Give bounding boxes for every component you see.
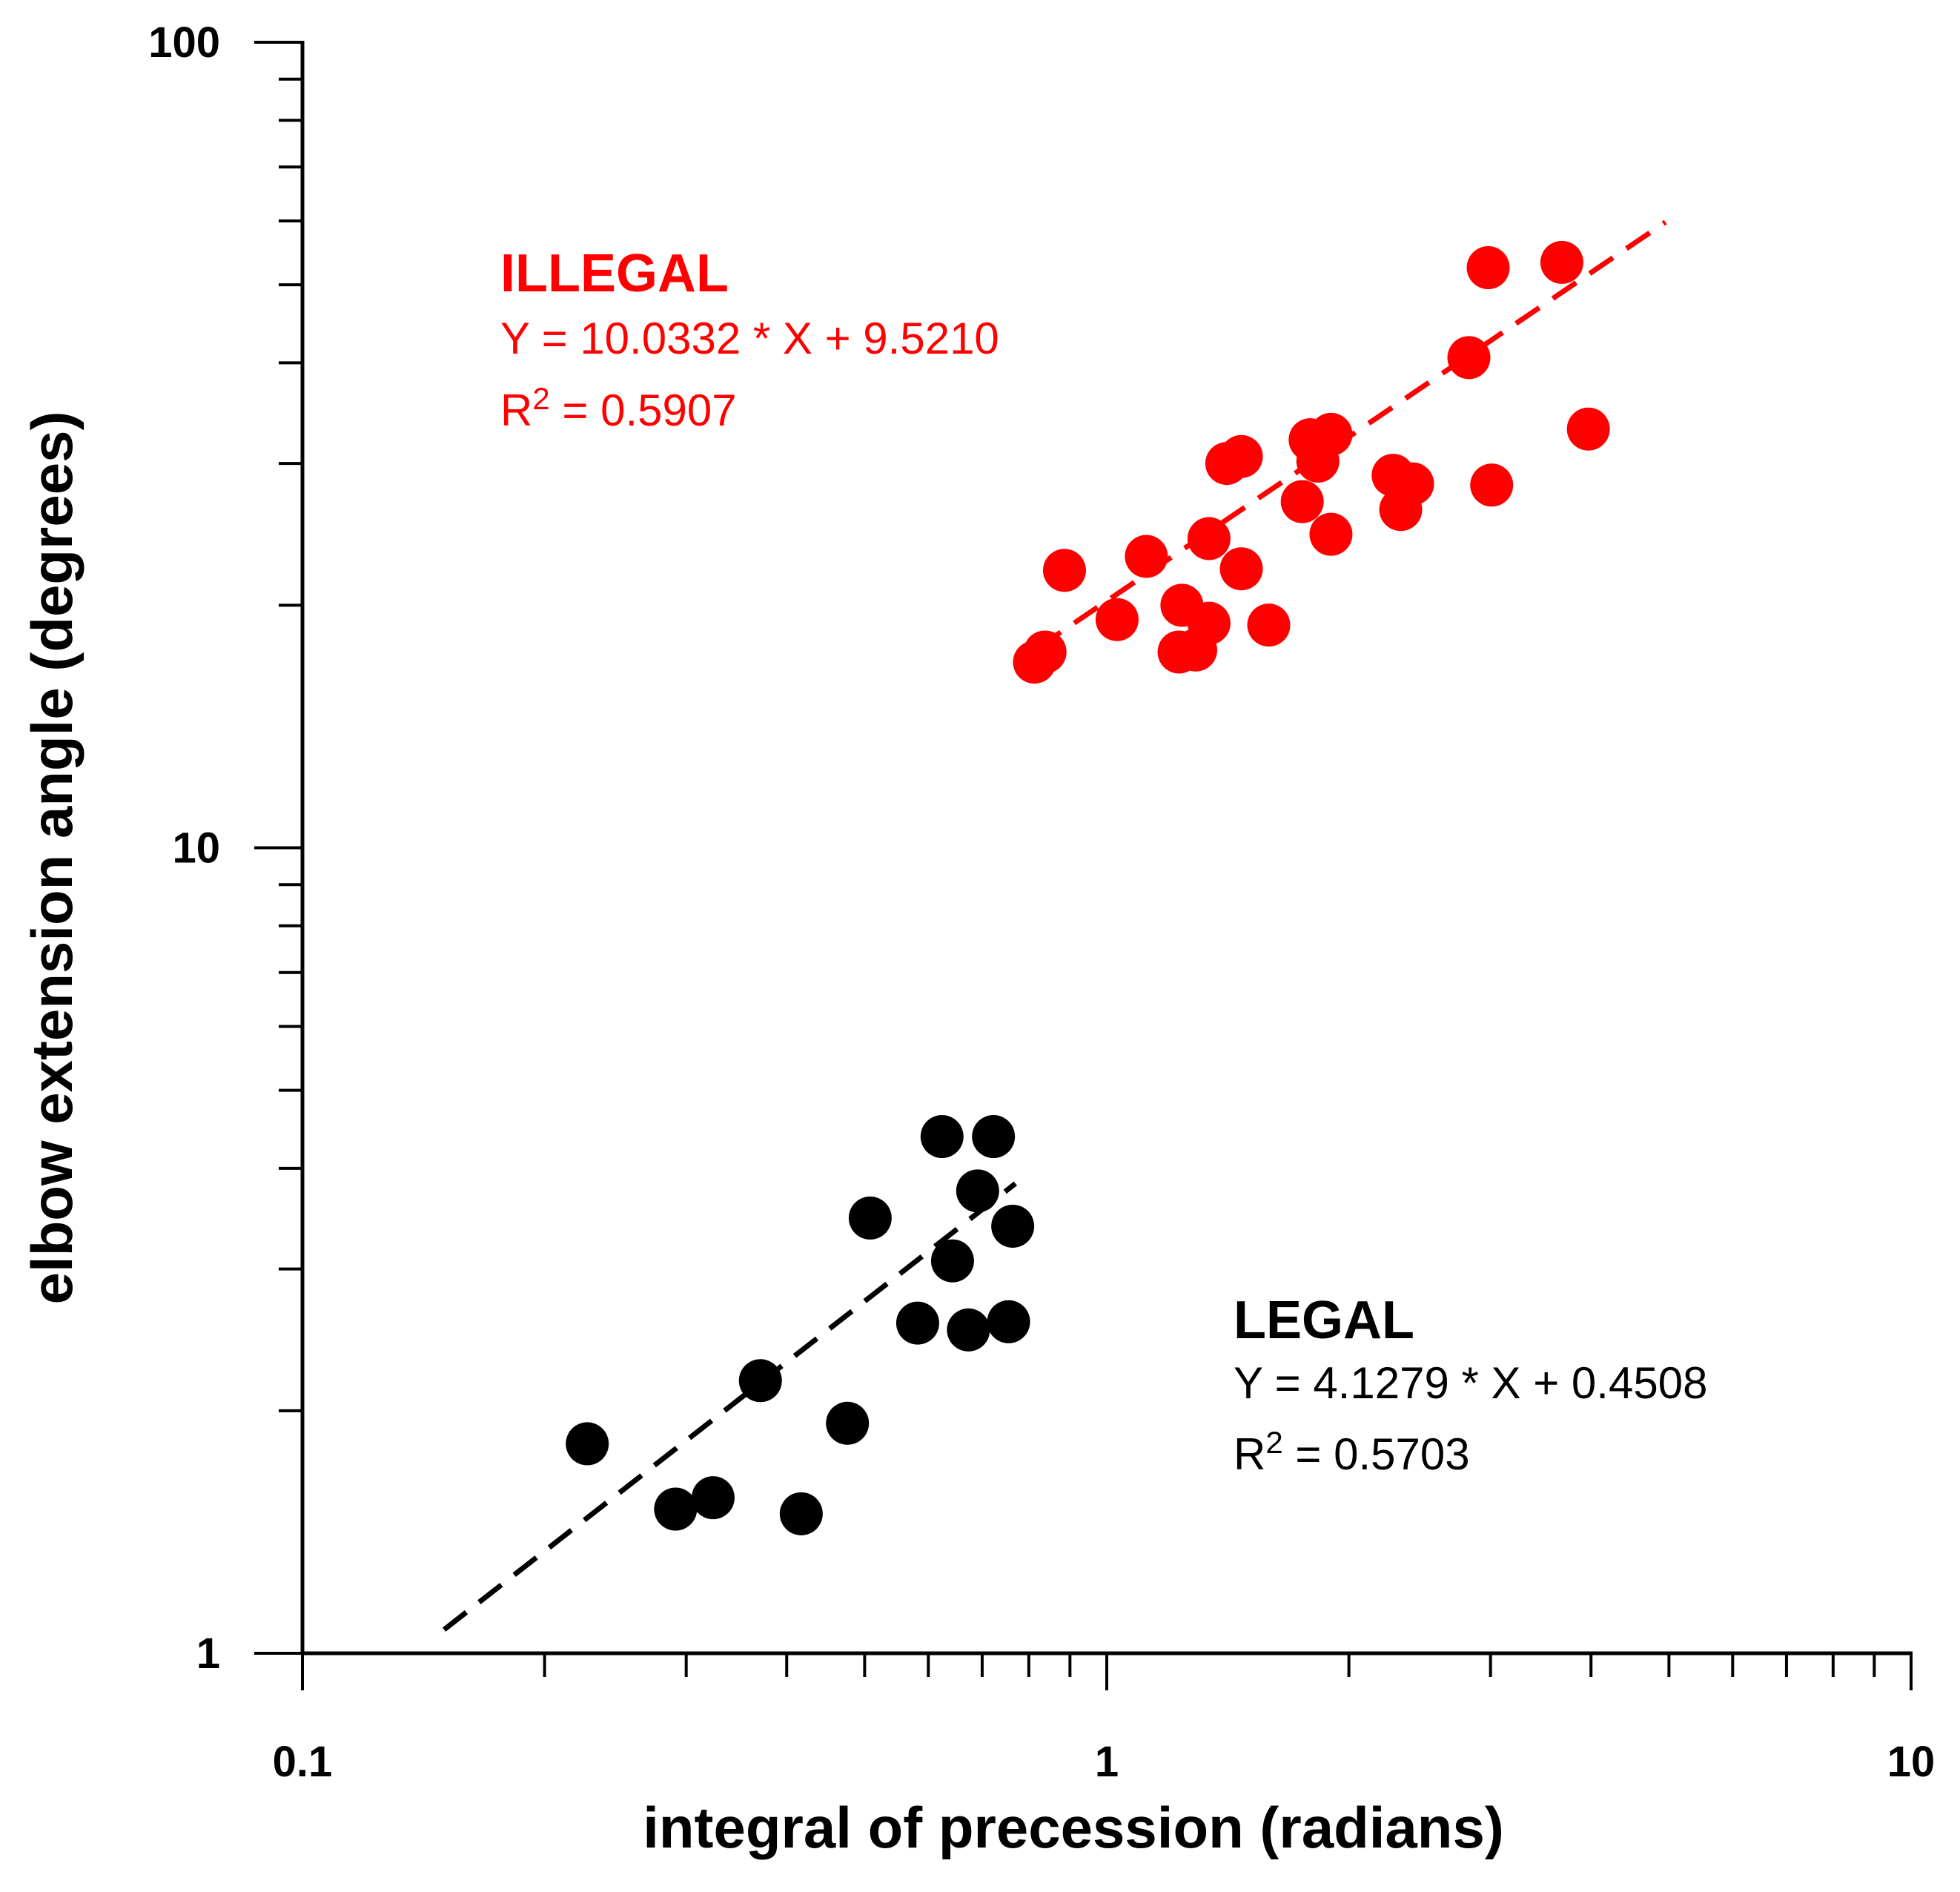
x-tick-label: 0.1 [273,1738,333,1786]
legal-point [826,1401,870,1445]
illegal-point [1247,603,1291,647]
illegal-r2: R2 = 0.5907 [500,381,737,435]
x-axis-title: integral of precession (radians) [643,1795,1504,1860]
legal-point [654,1487,698,1531]
illegal-r2-exponent: 2 [532,381,549,416]
legal-r2-exponent: 2 [1265,1425,1282,1460]
illegal-annotation: ILLEGAL Y = 10.0332 * X + 9.5210 R2 = 0.… [500,244,999,435]
legal-point [947,1308,990,1352]
illegal-point [1095,598,1139,641]
illegal-point [1280,480,1324,523]
legal-point [930,1239,974,1283]
illegal-r2-prefix: R [500,386,532,435]
legal-equation: Y = 4.1279 * X + 0.4508 [1234,1358,1707,1408]
legal-point [920,1115,964,1159]
legal-r2-value: = 0.5703 [1283,1429,1470,1479]
legal-title: LEGAL [1234,1291,1414,1350]
legal-point [779,1492,823,1535]
legal-fit-line [442,1181,1017,1632]
y-axis-title: elbow extension angle (degrees) [19,411,85,1305]
legal-point [956,1169,999,1213]
illegal-point [1447,336,1491,380]
illegal-point [1187,601,1231,645]
illegal-point [1466,246,1510,290]
illegal-point [1187,517,1231,560]
x-tick-label: 1 [1095,1738,1119,1786]
axes: 0.1 1 10 1 10 100 [148,19,1935,1786]
illegal-point [1219,434,1263,478]
legal-r2-prefix: R [1234,1429,1265,1479]
y-tick-label: 10 [172,824,220,873]
illegal-point [1540,240,1583,284]
legal-point [738,1359,782,1403]
illegal-point [1566,407,1610,451]
legal-point [987,1300,1030,1343]
illegal-title: ILLEGAL [500,244,729,303]
illegal-r2-value: = 0.5907 [550,386,737,435]
illegal-point [1309,412,1353,456]
legal-annotation: LEGAL Y = 4.1279 * X + 0.4508 R2 = 0.570… [1234,1291,1707,1479]
legal-point [991,1204,1035,1248]
illegal-point [1042,549,1086,592]
legal-r2: R2 = 0.5703 [1234,1425,1470,1479]
legal-point [691,1476,735,1520]
data-points [566,240,1610,1535]
illegal-point [1023,630,1067,674]
illegal-point [1219,547,1263,591]
illegal-point [1470,463,1514,507]
y-tick-label: 1 [196,1630,220,1678]
illegal-equation: Y = 10.0332 * X + 9.5210 [500,314,999,363]
legal-point [972,1115,1016,1159]
x-tick-label: 10 [1887,1738,1936,1786]
illegal-point [1125,535,1168,578]
y-tick-label: 100 [148,19,220,67]
illegal-point [1309,512,1353,556]
legal-point [895,1301,939,1345]
legal-point [848,1196,892,1240]
legal-point [566,1422,609,1466]
illegal-point [1391,462,1434,506]
